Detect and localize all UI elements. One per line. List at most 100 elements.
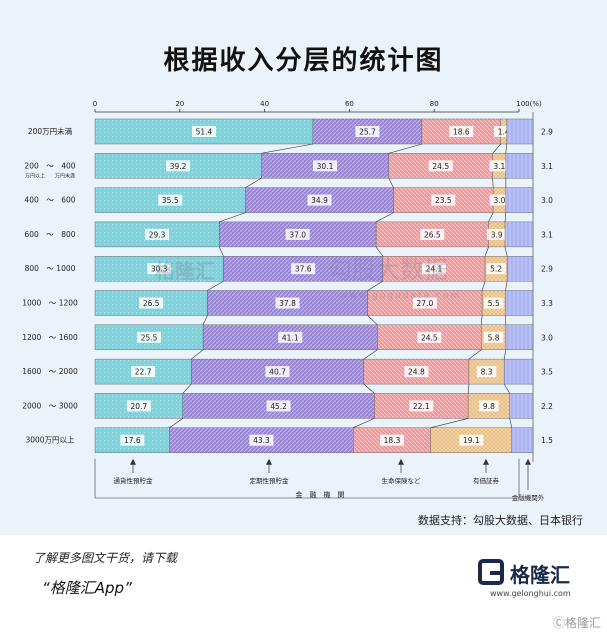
connector-line	[504, 212, 507, 222]
value-label: 35.5	[162, 196, 179, 205]
connector-line	[219, 212, 246, 223]
value-label: 40.7	[269, 368, 286, 377]
value-label-bg	[137, 331, 162, 343]
connector-line	[467, 384, 470, 394]
legend-arrowhead	[483, 458, 489, 465]
value-label: 24.5	[432, 162, 449, 171]
category-label: 200 ～ 400	[24, 161, 75, 170]
legend-arrowhead	[525, 458, 531, 465]
value-label-bg	[191, 126, 216, 137]
category-label: 2000 ～ 3000	[22, 401, 78, 410]
stacked-bar-chart: 0 20 40 60 80 100(%) 200万円未満 51.4 25.7 18.6 1.4 2.9…	[22, 100, 553, 502]
value-label: 5.8	[488, 333, 500, 342]
value-label-bg	[380, 434, 405, 446]
value-label: 43.3	[253, 436, 270, 445]
connector-line	[367, 280, 384, 291]
value-label-bg	[486, 263, 506, 275]
category-label: 3000万円以上	[25, 436, 75, 445]
value-label-bg	[484, 297, 504, 309]
value-label-bg	[459, 434, 484, 446]
value-label: 19.1	[463, 436, 480, 445]
bar-segment-4	[505, 324, 534, 350]
chart-card: 根据收入分层的统计图 0 20 40 60 80 100(%) 200万円未満 51.4 25.…	[22, 46, 583, 527]
value-label-bg	[421, 263, 446, 275]
legend-label: 定期性預貯金	[250, 476, 290, 485]
promo-footer: 了解更多图文干货，请下载 “格隆汇App” 格隆汇 www.gelonghui.…	[0, 535, 607, 637]
connector-line	[480, 315, 483, 325]
value-label: 45.2	[270, 402, 287, 411]
value-label: 1.4	[498, 128, 510, 137]
value-label: 30.1	[317, 162, 334, 171]
bar-segment-2	[377, 324, 482, 350]
value-label-bg	[158, 194, 183, 206]
bar-segment-4	[504, 221, 534, 248]
category-label: 400 ～ 600	[24, 196, 75, 205]
value-label-bg	[476, 366, 497, 378]
value-label: 22.7	[135, 368, 152, 377]
promo-app-name: “格隆汇App”	[42, 579, 132, 597]
value-label-bg	[428, 160, 453, 172]
logo-icon	[478, 559, 504, 585]
value-label-outside: 2.9	[541, 265, 553, 274]
value-label: 30.3	[151, 265, 168, 274]
bar-segment-4	[505, 153, 534, 179]
value-label-bg	[275, 297, 300, 309]
connector-line	[505, 281, 508, 291]
value-label: 17.6	[124, 436, 141, 445]
bar-segment-4	[505, 290, 534, 316]
value-label-bg	[120, 434, 145, 446]
connector-line	[207, 280, 224, 291]
value-label-bg	[307, 194, 332, 206]
connector-line	[375, 212, 394, 223]
value-label-outside: 1.5	[541, 436, 553, 445]
value-label-bg	[431, 194, 456, 206]
watermark-text: 勾股大数据	[328, 256, 448, 284]
legend-arrowhead	[130, 458, 136, 465]
legend-label: 金融機関外	[512, 493, 545, 502]
value-label: 23.5	[435, 196, 452, 205]
value-label-bg	[479, 400, 499, 412]
bar-segment-4	[505, 187, 534, 213]
connector-line	[218, 246, 224, 257]
value-label-bg	[313, 160, 338, 172]
value-label: 24.1	[426, 265, 443, 274]
x-tick-label: 100(%)	[516, 100, 542, 108]
value-label: 9.8	[483, 402, 495, 411]
value-label: 29.3	[149, 230, 166, 239]
value-label-outside: 3.1	[541, 230, 553, 239]
value-label: 5.2	[490, 265, 502, 274]
value-label-bg	[404, 366, 429, 378]
category-label: 1600 ～ 2000	[22, 367, 78, 376]
value-label-bg	[266, 400, 291, 412]
value-label: 34.9	[311, 196, 328, 205]
value-label-bg	[285, 228, 310, 240]
connector-line	[261, 143, 313, 154]
group-label: 金 融 機 関	[296, 490, 345, 499]
connector-line	[367, 315, 378, 326]
value-label: 27.0	[417, 299, 434, 308]
data-source: 数据支持：勾股大数据、日本银行	[418, 514, 583, 527]
connector-line	[363, 383, 375, 394]
value-label-bg	[420, 228, 445, 240]
promo-text: 了解更多图文干货，请下载	[33, 551, 178, 565]
connector-line	[484, 246, 489, 257]
bar-segment-4	[506, 256, 534, 282]
connector-line	[488, 212, 494, 223]
x-tick-label: 0	[93, 100, 97, 108]
value-label: 24.8	[408, 368, 425, 377]
legend-label: 生命保険など	[382, 476, 422, 485]
watermark-url: www.gogudata.com	[340, 291, 461, 301]
watermark-text: 格隆汇	[155, 259, 215, 283]
value-label: 39.2	[170, 162, 187, 171]
value-label: 5.5	[488, 299, 500, 308]
x-tick-label: 40	[260, 100, 269, 108]
category-label: 1000 ～ 1200	[22, 299, 78, 308]
value-label: 18.6	[453, 128, 470, 137]
connector-line	[363, 349, 378, 360]
value-label-bg	[139, 297, 164, 309]
value-label: 20.7	[131, 402, 148, 411]
x-tick-label: 20	[175, 100, 184, 108]
bar-segment-0	[94, 358, 192, 385]
value-label-bg	[131, 366, 156, 378]
value-label-bg	[412, 297, 437, 309]
